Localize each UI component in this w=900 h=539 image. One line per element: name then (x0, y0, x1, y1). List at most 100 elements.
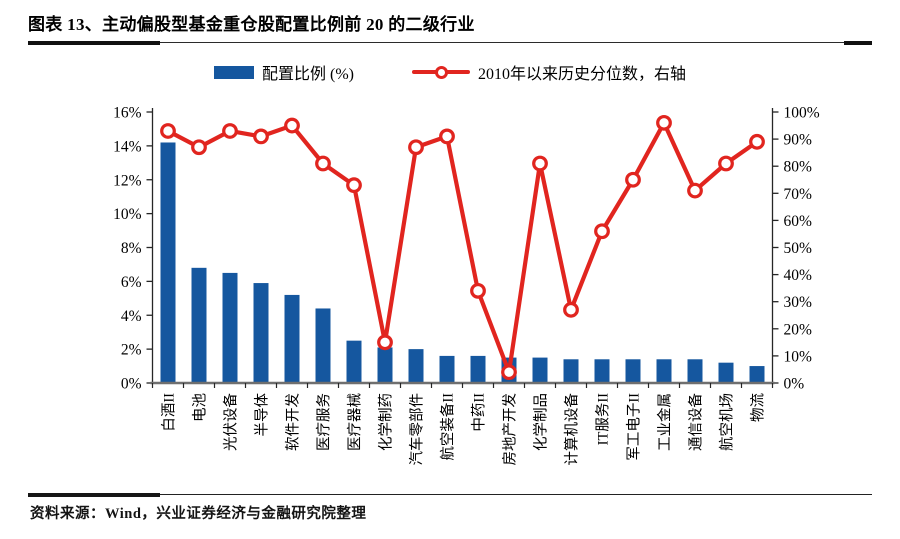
category-label: 医疗服务 (316, 393, 333, 451)
legend-label: 配置比例 (%) (261, 66, 354, 83)
right-tick-label: 70% (784, 186, 813, 203)
category-labels: 白酒II 电池 光伏设备 半导体 软件开发 医疗服务 医疗器械 化学制药 汽车零部件 航空装备II… (161, 393, 767, 466)
left-tick-label: 6% (121, 274, 142, 291)
title-divider (28, 41, 872, 45)
category-label: 化学制药 (378, 393, 395, 451)
bar-series (160, 142, 765, 383)
right-tick-label: 80% (784, 159, 813, 176)
line-marker (346, 177, 362, 194)
legend-item-percentile: 2010年以来历史分位数，右轴 (411, 60, 686, 84)
line-marker (594, 223, 610, 240)
category-label: 航空机场 (719, 393, 736, 451)
right-axis: 0% 10% 20% 30% 40% 50% 60% 70% 80% 90% 100% (772, 105, 820, 393)
right-tick-label: 0% (784, 376, 805, 393)
bar (191, 267, 207, 383)
right-tick-label: 30% (784, 294, 813, 311)
chart-area: 0% 2% 4% 6% 8% 10% 12% 14% 16% 0% 10% 20% 30% 40% 50% 6… (0, 95, 900, 499)
bar-swatch-icon (213, 65, 254, 79)
line-marker (315, 155, 331, 172)
bar (718, 362, 734, 383)
legend-item-allocation: 配置比例 (%) (213, 60, 354, 84)
left-tick-label: 16% (113, 105, 142, 122)
left-tick-label: 12% (113, 172, 142, 189)
right-tick-label: 20% (784, 321, 813, 338)
divider-end-cap (28, 41, 160, 45)
bar (346, 340, 362, 383)
bar (749, 366, 765, 383)
divider-end-cap (28, 493, 160, 497)
right-tick-label: 40% (784, 267, 813, 284)
category-label: 房地产开发 (502, 393, 519, 466)
category-label: 计算机设备 (564, 393, 581, 466)
bar (253, 283, 269, 383)
category-label: 汽车零部件 (409, 393, 426, 466)
line-marker (222, 123, 238, 139)
right-tick-label: 90% (784, 132, 813, 149)
left-tick-label: 10% (113, 206, 142, 223)
line-marker (718, 155, 734, 172)
bar (532, 357, 548, 383)
right-tick-label: 100% (784, 105, 820, 122)
footer-divider (28, 493, 872, 497)
left-tick-label: 4% (121, 308, 142, 325)
line-marker (749, 133, 765, 150)
category-label: IT服务II (595, 393, 612, 446)
bar (687, 359, 703, 383)
bar (439, 355, 455, 383)
legend: 配置比例 (%) 2010年以来历史分位数，右轴 (0, 60, 900, 84)
category-label: 软件开发 (285, 393, 302, 451)
bar (315, 308, 331, 383)
left-axis: 0% 2% 4% 6% 8% 10% 12% 14% 16% (113, 105, 153, 393)
category-label: 电池 (192, 393, 209, 422)
line-marker (656, 114, 672, 131)
line-marker (625, 171, 641, 188)
line-marker (687, 182, 703, 199)
bar (222, 272, 238, 383)
left-tick-label: 0% (121, 376, 142, 393)
right-tick-label: 10% (784, 348, 813, 365)
line-swatch-icon (411, 65, 470, 79)
bar (377, 347, 393, 383)
category-label: 工业金属 (657, 393, 674, 451)
line-marker (563, 301, 579, 318)
category-label: 半导体 (254, 393, 271, 437)
bar (408, 349, 424, 383)
right-tick-label: 50% (784, 240, 813, 257)
x-axis-ticks (151, 383, 774, 388)
category-label: 医疗器械 (347, 393, 364, 451)
line-marker (160, 123, 176, 139)
bar (160, 142, 176, 383)
line-marker (191, 139, 207, 156)
bar (625, 359, 641, 383)
line-marker (253, 128, 269, 145)
bar (284, 294, 300, 383)
line-marker (408, 139, 424, 156)
bar (563, 359, 579, 383)
bar (470, 355, 486, 383)
dual-axis-chart: 0% 2% 4% 6% 8% 10% 12% 14% 16% 0% 10% 20% 30% 40% 50% 6… (113, 105, 820, 466)
bar (656, 359, 672, 383)
source-note: 资料来源：Wind，兴业证券经济与金融研究院整理 (30, 506, 367, 522)
category-label: 物流 (750, 393, 767, 422)
right-tick-label: 60% (784, 213, 813, 230)
category-label: 通信设备 (688, 393, 705, 451)
category-label: 光伏设备 (223, 393, 240, 451)
category-label: 军工电子II (626, 393, 643, 461)
divider-end-cap (844, 41, 872, 45)
line-marker (377, 334, 393, 351)
line-marker (439, 128, 455, 145)
left-tick-label: 14% (113, 138, 142, 155)
line-marker (470, 282, 486, 299)
left-tick-label: 2% (121, 342, 142, 359)
line-marker (284, 117, 300, 134)
category-label: 化学制品 (533, 393, 550, 451)
category-label: 航空装备II (440, 393, 457, 461)
line-marker (532, 155, 548, 172)
category-label: 白酒II (161, 393, 178, 432)
line-marker (501, 364, 517, 381)
line-series (160, 114, 765, 381)
legend-label: 2010年以来历史分位数，右轴 (477, 66, 686, 83)
left-tick-label: 8% (121, 240, 142, 257)
page-title: 图表 13、主动偏股型基金重仓股配置比例前 20 的二级行业 (28, 15, 475, 34)
category-label: 中药II (471, 393, 488, 432)
